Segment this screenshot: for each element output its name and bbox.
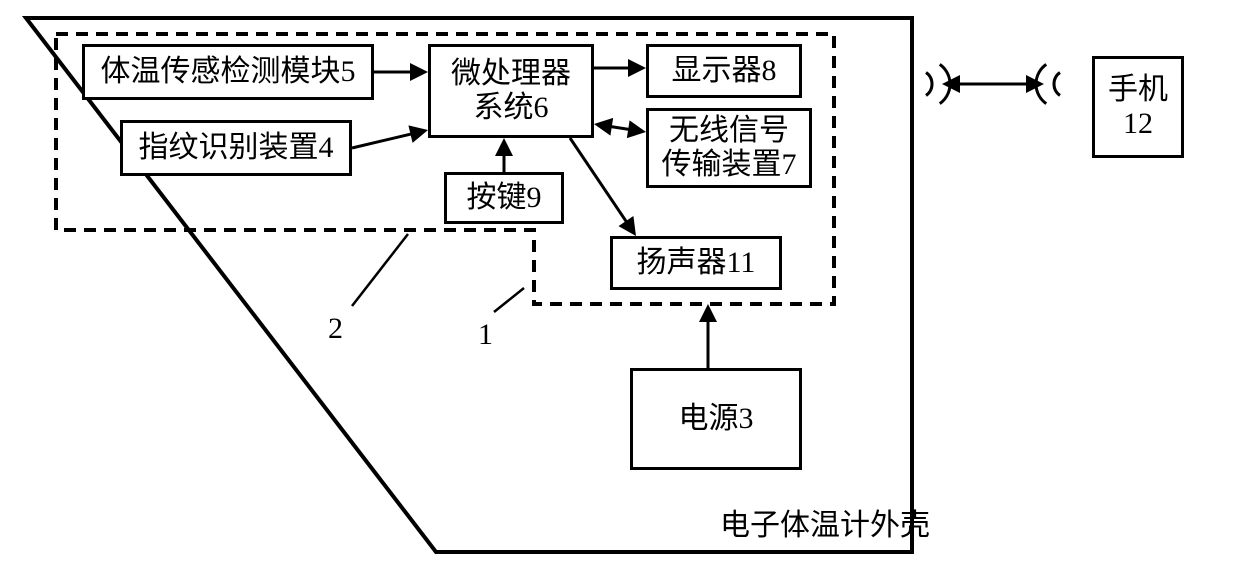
label: 体温传感检测模块5: [101, 55, 356, 90]
label-ref-2: 2: [328, 312, 343, 346]
block-power: 电源3: [630, 368, 802, 470]
block-temp-sensor: 体温传感检测模块5: [82, 44, 374, 100]
text: 电子体温计外壳: [720, 509, 930, 542]
diagram-canvas: 体温传感检测模块5 指纹识别装置4 微处理器系统6 按键9 显示器8 无线信号传…: [0, 0, 1240, 573]
label: 电源3: [679, 402, 754, 437]
text: 2: [328, 312, 343, 345]
text: 1: [478, 318, 493, 351]
label: 微处理器系统6: [451, 57, 571, 126]
block-buttons: 按键9: [444, 172, 564, 224]
label: 指纹识别装置4: [139, 131, 334, 166]
block-fingerprint: 指纹识别装置4: [120, 120, 352, 176]
label: 按键9: [467, 181, 542, 216]
block-mcu: 微处理器系统6: [428, 44, 594, 138]
block-phone: 手机12: [1092, 56, 1184, 158]
label: 扬声器11: [637, 246, 756, 281]
label: 手机12: [1108, 73, 1168, 142]
block-wireless: 无线信号传输装置7: [646, 108, 812, 188]
label: 无线信号传输装置7: [662, 114, 797, 183]
label-ref-1: 1: [478, 318, 493, 352]
label-casing: 电子体温计外壳: [720, 500, 930, 544]
block-speaker: 扬声器11: [610, 236, 782, 290]
label: 显示器8: [672, 54, 777, 89]
block-display: 显示器8: [646, 44, 802, 98]
